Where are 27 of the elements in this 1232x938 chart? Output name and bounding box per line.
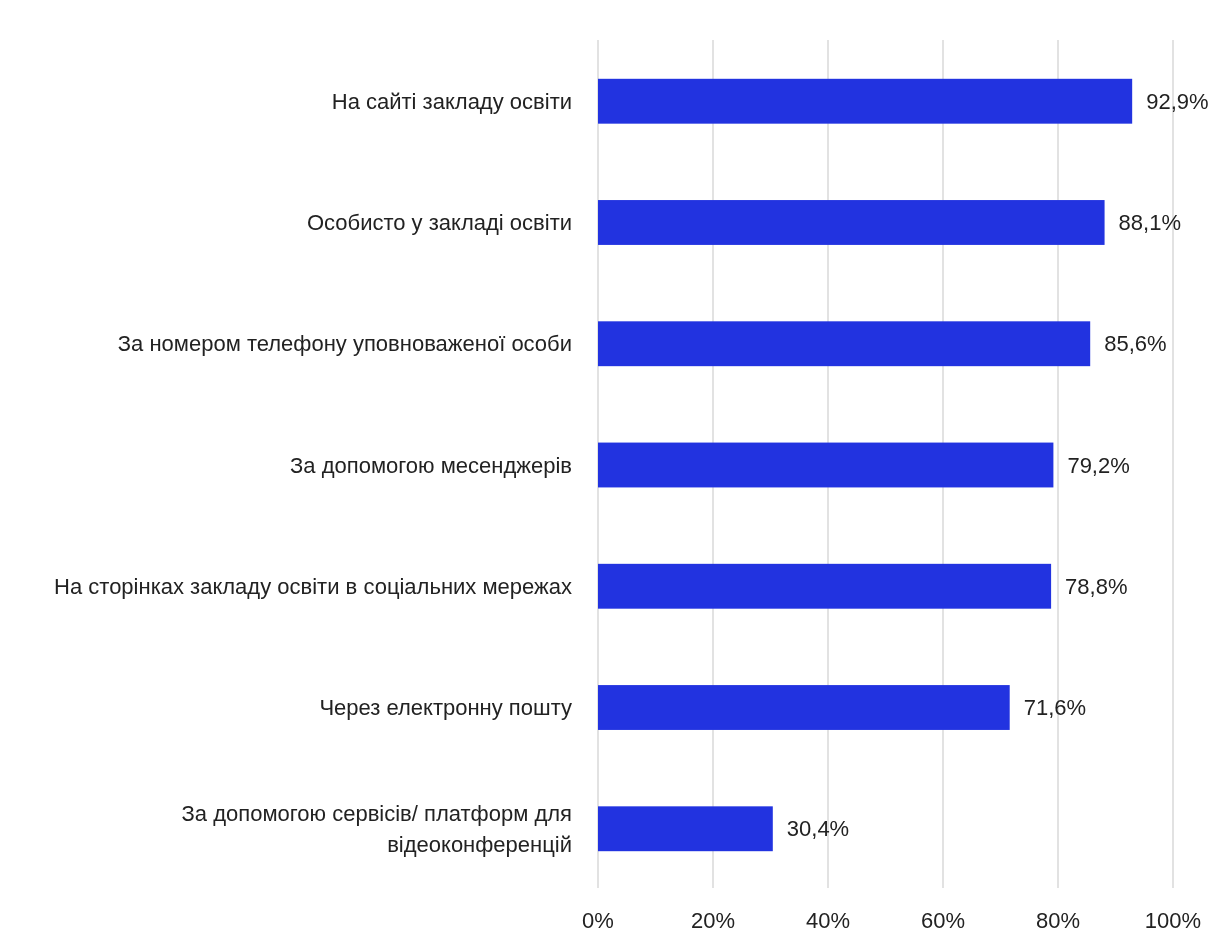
data-label: 92,9%: [1146, 88, 1209, 114]
x-tick-label: 60%: [920, 908, 966, 933]
bar: [598, 442, 1054, 488]
y-tick-label: Через електронну пошту: [319, 695, 572, 721]
bar: [598, 200, 1105, 245]
data-label: 85,6%: [1104, 331, 1167, 357]
x-tick-label: 0%: [582, 908, 614, 933]
y-tick-label: За допомогою месенджерів: [290, 452, 572, 478]
bar: [598, 321, 1091, 367]
x-tick-label: 20%: [690, 908, 736, 933]
bar: [598, 685, 1010, 730]
y-tick-label: За номером телефону уповноваженої особи: [117, 331, 572, 357]
y-tick-label: За допомогою сервісів/ платформ для відеоконференцій: [181, 801, 572, 857]
data-label: 30,4%: [786, 816, 850, 842]
bar: [598, 806, 773, 852]
data-label: 71,6%: [1023, 695, 1087, 721]
y-tick-label: На сторінках закладу освіти в соціальних мережах: [54, 573, 572, 599]
bar: [598, 78, 1133, 124]
y-tick-label: Особисто у закладі освіти: [306, 210, 572, 236]
bar: [598, 563, 1052, 609]
data-label: 79,2%: [1067, 452, 1130, 478]
data-label: 88,1%: [1118, 210, 1181, 236]
y-tick-label: На сайті закладу освіти: [331, 88, 572, 114]
x-tick-label: 40%: [805, 908, 851, 933]
x-tick-label: 100%: [1144, 908, 1202, 933]
x-tick-label: 80%: [1035, 908, 1081, 933]
data-label: 78,8%: [1065, 573, 1128, 599]
